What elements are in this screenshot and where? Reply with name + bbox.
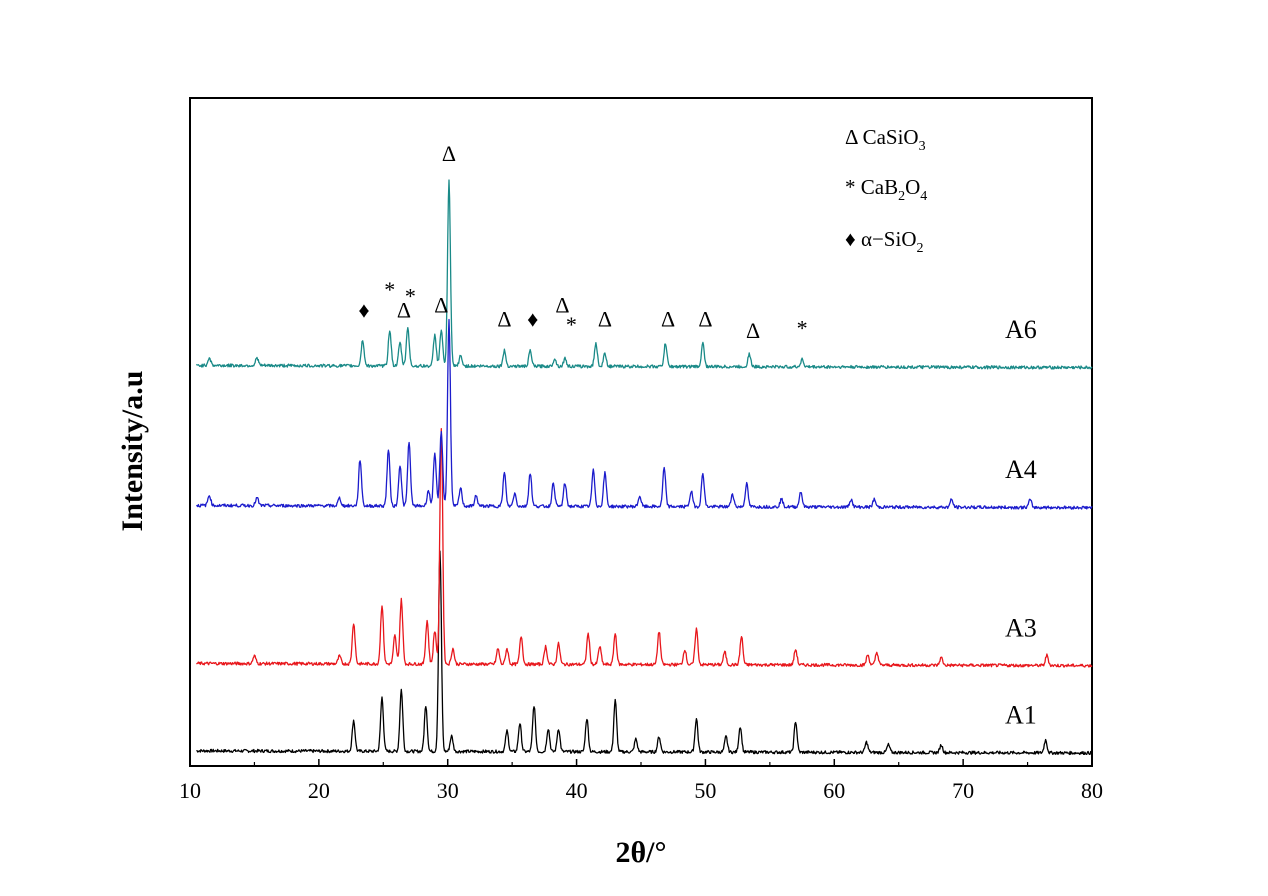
series-label-A6: A6 — [1005, 315, 1037, 344]
peak-marker-14: * — [797, 316, 808, 341]
peak-marker-7: ♦ — [527, 307, 538, 332]
peak-marker-3: Δ — [397, 298, 411, 323]
series-line-A4 — [195, 318, 1093, 510]
series-label-A3: A3 — [1005, 613, 1037, 642]
x-axis-title: 2θ/° — [616, 836, 667, 869]
peak-markers: ♦* *Δ ΔΔΔ ♦Δ* Δ Δ Δ Δ * — [358, 141, 807, 343]
x-tick-label-50: 50 — [694, 778, 716, 803]
x-tick-label-60: 60 — [823, 778, 845, 803]
peak-marker-13: Δ — [746, 318, 760, 343]
peak-marker-0: ♦ — [358, 298, 369, 323]
peak-marker-2: * — [405, 284, 416, 309]
series-line-A6 — [195, 179, 1093, 370]
x-tick-label-40: 40 — [566, 778, 588, 803]
series-layer — [195, 179, 1093, 756]
series-line-A3 — [196, 427, 1093, 668]
x-axis-ticks: 10 20 30 40 50 60 70 80 — [179, 759, 1103, 803]
peak-marker-9: * — [566, 312, 577, 337]
x-tick-label-10: 10 — [179, 778, 201, 803]
peak-marker-1: * — [384, 277, 395, 302]
peak-marker-12: Δ — [698, 307, 712, 332]
series-labels: A1 A3 A4 A6 — [1005, 315, 1037, 729]
peak-marker-4: Δ — [434, 293, 448, 318]
legend-entry-2: ♦ α−SiO2 — [845, 227, 924, 256]
x-tick-label-30: 30 — [437, 778, 459, 803]
legend-entry-1: * CaB2O4 — [845, 175, 927, 204]
x-tick-label-80: 80 — [1081, 778, 1103, 803]
series-line-A1 — [196, 550, 1093, 756]
peak-marker-5: Δ — [442, 141, 456, 166]
peak-marker-8: Δ — [555, 293, 569, 318]
legend: Δ CaSiO3 * CaB2O4 ♦ α−SiO2 — [845, 125, 927, 256]
series-label-A1: A1 — [1005, 701, 1037, 730]
x-tick-label-20: 20 — [308, 778, 330, 803]
y-axis-title: Intensity/a.u — [116, 371, 149, 532]
series-label-A4: A4 — [1005, 455, 1037, 484]
peak-marker-10: Δ — [598, 307, 612, 332]
peak-marker-11: Δ — [661, 307, 675, 332]
legend-entry-0: Δ CaSiO3 — [845, 125, 926, 154]
x-tick-label-70: 70 — [952, 778, 974, 803]
peak-marker-6: Δ — [497, 307, 511, 332]
